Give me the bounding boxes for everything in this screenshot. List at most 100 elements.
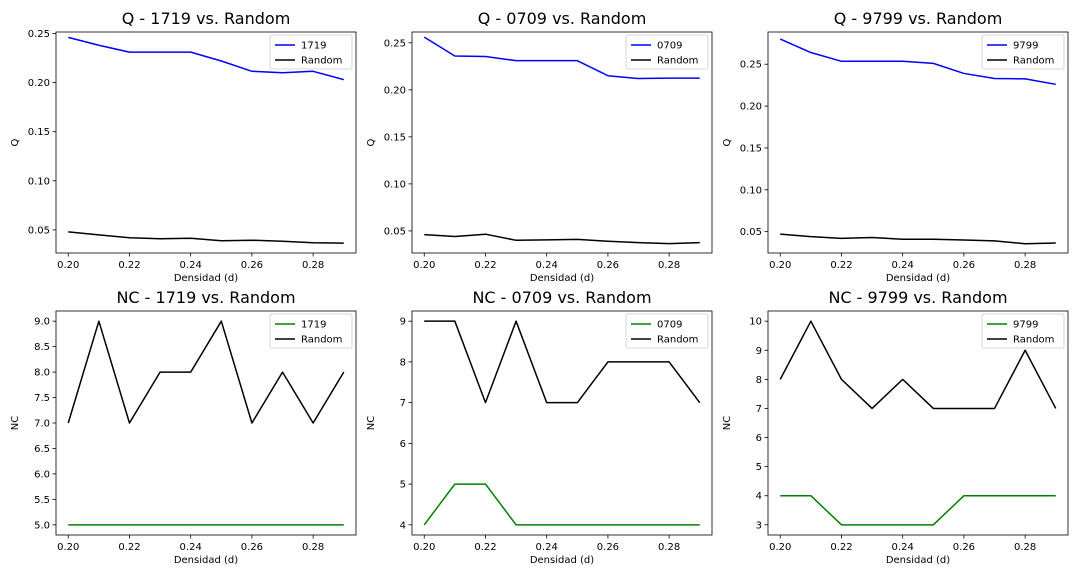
legend: 9799 Random (981, 313, 1065, 349)
series-line-random (424, 320, 701, 404)
legend: 1719 Random (269, 313, 353, 349)
x-tick-label: 0.22 (474, 542, 496, 553)
y-axis-label: NC (366, 416, 377, 430)
axes-frame (767, 31, 1069, 254)
series-line-random (780, 233, 1056, 245)
subplot-2: Q - 0709 vs. Random 0.20 0.22 0.24 0.26 0.28 0… (366, 9, 713, 284)
y-tick-label: 6 (756, 433, 762, 444)
subplot-title: Q - 1719 vs. Random (122, 9, 291, 28)
y-tick-label: 7 (756, 404, 762, 415)
legend-label: Random (1013, 335, 1054, 346)
x-tick-label: 0.26 (953, 260, 975, 271)
y-tick-label: 6 (400, 439, 406, 450)
legend-label: Random (657, 335, 698, 346)
y-tick-label: 0.25 (28, 29, 50, 40)
x-tick-label: 0.24 (892, 542, 914, 553)
y-tick-label: 0.15 (740, 143, 762, 154)
y-tick-label: 8 (756, 375, 762, 386)
y-tick-label: 10 (749, 317, 762, 328)
x-tick-label: 0.26 (597, 542, 619, 553)
legend: 9799 Random (981, 34, 1065, 70)
subplot-title: Q - 0709 vs. Random (478, 9, 647, 28)
y-tick-label: 9.0 (34, 317, 50, 328)
subplot-3: Q - 9799 vs. Random 0.20 0.22 0.24 0.26 0.28 0… (722, 9, 1069, 284)
subplot-5: NC - 0709 vs. Random 0.20 0.22 0.24 0.26 0.28… (366, 288, 713, 566)
x-tick-label: 0.26 (953, 542, 975, 553)
series-line-0709 (423, 483, 700, 526)
y-tick-label: 0.20 (740, 102, 762, 113)
y-tick-label: 0.10 (740, 185, 762, 196)
x-tick-label: 0.20 (57, 260, 79, 271)
x-tick-label: 0.24 (892, 260, 914, 271)
subplot-title: NC - 1719 vs. Random (116, 288, 295, 307)
series-line-9799 (779, 38, 1056, 86)
x-tick-label: 0.26 (241, 260, 263, 271)
x-tick-label: 0.28 (658, 542, 680, 553)
x-tick-label: 0.20 (769, 542, 791, 553)
y-tick-label: 5.0 (34, 520, 50, 531)
x-tick-label: 0.24 (536, 542, 558, 553)
y-tick-label: 9 (400, 317, 406, 328)
x-axis-label: Densidad (d) (530, 273, 594, 284)
y-tick-label: 0.15 (384, 132, 406, 143)
axes-frame (411, 31, 713, 254)
x-axis-label: Densidad (d) (886, 555, 950, 566)
y-tick-label: 0.25 (384, 38, 406, 49)
y-tick-label: 5 (400, 480, 406, 491)
x-tick-label: 0.28 (658, 260, 680, 271)
x-axis-label: Densidad (d) (886, 273, 950, 284)
series-line-random (779, 320, 1057, 410)
series-line-1719 (68, 36, 344, 81)
subplot-title: Q - 9799 vs. Random (834, 9, 1003, 28)
legend-label: Random (657, 56, 698, 67)
y-tick-label: 4 (400, 520, 406, 531)
x-tick-label: 0.28 (1014, 260, 1036, 271)
subplot-4: NC - 1719 vs. Random 0.20 0.22 0.24 0.26 0.28… (10, 288, 357, 566)
y-tick-label: 5.5 (34, 495, 50, 506)
subplot-1: Q - 1719 vs. Random 0.20 0.22 0.24 0.26 0.28 0… (10, 9, 357, 284)
subplot-6: NC - 9799 vs. Random 0.20 0.22 0.24 0.26 0.28… (722, 288, 1069, 566)
y-tick-label: 3 (756, 520, 762, 531)
y-tick-label: 0.05 (384, 226, 406, 237)
series-line-random (424, 233, 700, 245)
y-tick-label: 9 (756, 346, 762, 357)
legend: 0709 Random (625, 313, 709, 349)
legend-label: 1719 (301, 320, 326, 331)
x-tick-label: 0.26 (241, 542, 263, 553)
y-tick-label: 7 (400, 398, 406, 409)
legend-label: Random (301, 56, 342, 67)
series-line-random (67, 320, 345, 424)
y-axis-label: NC (10, 416, 21, 430)
y-tick-label: 0.20 (384, 85, 406, 96)
x-tick-label: 0.22 (474, 260, 496, 271)
y-axis-label: Q (10, 138, 21, 146)
legend-label: 9799 (1013, 320, 1038, 331)
legend-label: 0709 (657, 320, 682, 331)
x-tick-label: 0.28 (302, 260, 324, 271)
y-tick-label: 0.25 (740, 60, 762, 71)
legend: 0709 Random (625, 34, 709, 70)
y-axis-label: Q (722, 138, 733, 146)
y-tick-label: 0.05 (28, 225, 50, 236)
x-axis-label: Densidad (d) (530, 555, 594, 566)
x-tick-label: 0.22 (830, 542, 852, 553)
subplot-title: NC - 9799 vs. Random (828, 288, 1007, 307)
y-tick-label: 6.5 (34, 444, 50, 455)
x-tick-label: 0.22 (118, 542, 140, 553)
x-tick-label: 0.20 (769, 260, 791, 271)
y-tick-label: 0.20 (28, 78, 50, 89)
x-tick-label: 0.24 (180, 260, 202, 271)
legend-label: 0709 (657, 41, 682, 52)
y-tick-label: 0.10 (384, 179, 406, 190)
legend-label: Random (301, 335, 342, 346)
y-tick-label: 5 (756, 462, 762, 473)
series-line-random (68, 231, 344, 244)
series-line-0709 (423, 36, 700, 80)
x-tick-label: 0.24 (180, 542, 202, 553)
y-tick-label: 0.15 (28, 127, 50, 138)
y-tick-label: 7.5 (34, 393, 50, 404)
x-tick-label: 0.20 (413, 542, 435, 553)
y-tick-label: 6.0 (34, 469, 50, 480)
y-tick-label: 8.0 (34, 368, 50, 379)
